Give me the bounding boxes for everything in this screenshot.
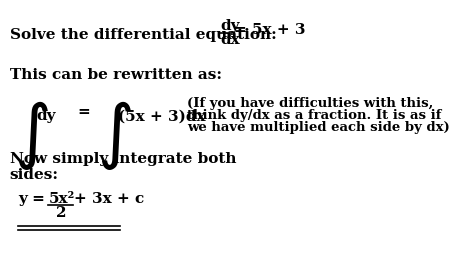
Text: sides:: sides: bbox=[9, 168, 59, 182]
Text: (5x + 3)dx: (5x + 3)dx bbox=[118, 109, 206, 123]
Text: 5x²: 5x² bbox=[48, 192, 74, 206]
Text: think dy/dx as a fraction. It is as if: think dy/dx as a fraction. It is as if bbox=[187, 109, 442, 122]
Text: Solve the differential equation:: Solve the differential equation: bbox=[9, 28, 276, 42]
Text: $\int$: $\int$ bbox=[98, 98, 132, 172]
Text: + 3x + c: + 3x + c bbox=[74, 192, 145, 206]
Text: (If you have difficulties with this,: (If you have difficulties with this, bbox=[187, 97, 434, 110]
Text: dy: dy bbox=[36, 109, 55, 123]
Text: =: = bbox=[77, 105, 90, 119]
Text: dy: dy bbox=[220, 19, 239, 33]
Text: y =: y = bbox=[18, 192, 50, 206]
Text: we have multiplied each side by dx): we have multiplied each side by dx) bbox=[187, 121, 450, 134]
Text: 2: 2 bbox=[56, 206, 67, 220]
Text: This can be rewritten as:: This can be rewritten as: bbox=[9, 68, 221, 82]
Text: $\int$: $\int$ bbox=[14, 98, 48, 172]
Text: dx: dx bbox=[220, 33, 240, 47]
Text: = 5x + 3: = 5x + 3 bbox=[234, 23, 306, 37]
Text: Now simply integrate both: Now simply integrate both bbox=[9, 152, 236, 166]
